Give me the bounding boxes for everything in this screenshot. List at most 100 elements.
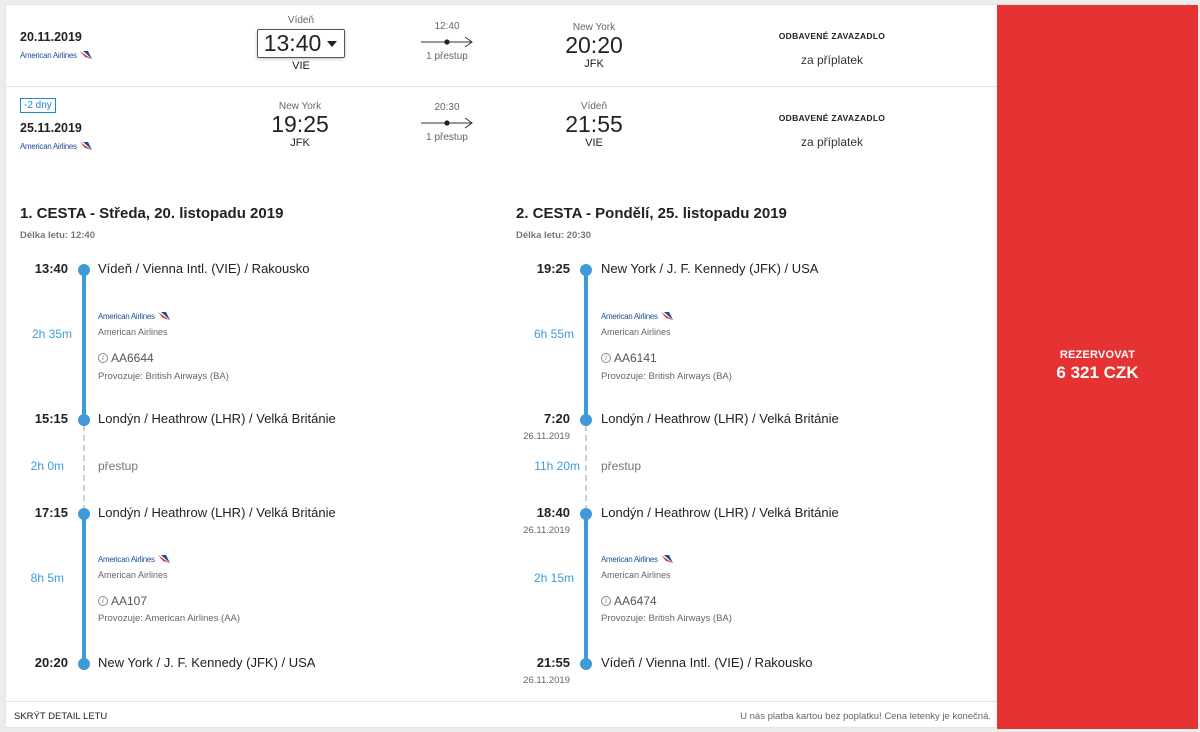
flight-number-text: AA107 (111, 594, 148, 608)
flight-details: 20.11.2019 American Airlines Vídeň 13:40… (6, 5, 997, 729)
timeline-dot (78, 264, 90, 276)
aa-flight-symbol-icon (660, 312, 673, 320)
stop-place: Londýn / Heathrow (LHR) / Velká Británie (98, 411, 336, 426)
outbound-arrival: New York 20:20 JFK (554, 22, 634, 70)
outbound-departure: Vídeň 13:40 VIE (256, 15, 346, 72)
airline-logo: American Airlines (20, 141, 93, 151)
book-price: 6 321 CZK (1056, 363, 1139, 382)
flight-number-text: AA6141 (614, 351, 657, 365)
timeline-line (82, 513, 86, 661)
arrival-city: Vídeň (580, 101, 608, 112)
inbound-departure: New York 19:25 JFK (260, 101, 340, 149)
arrival-code: JFK (584, 58, 604, 70)
outbound-baggage: ODBAVENÉ ZAVAZADLO za příplatek (762, 31, 902, 67)
airline-logo: American Airlines (98, 554, 171, 564)
flight-offer-card: 20.11.2019 American Airlines Vídeň 13:40… (5, 4, 1198, 729)
route-arrow-icon (421, 117, 473, 129)
inbound-arrival: Vídeň 21:55 VIE (554, 101, 634, 149)
day-difference-badge: -2 dny (20, 98, 56, 113)
baggage-title: ODBAVENÉ ZAVAZADLO (778, 31, 886, 41)
outbound-date: 20.11.2019 (20, 30, 82, 44)
aa-flight-symbol-icon (79, 51, 92, 59)
outbound-summary: 20.11.2019 American Airlines Vídeň 13:40… (6, 5, 997, 87)
aa-flight-symbol-icon (79, 142, 92, 150)
baggage-title: ODBAVENÉ ZAVAZADLO (778, 113, 886, 123)
timeline-dot (580, 508, 592, 520)
route-stops: 1 přestup (426, 51, 468, 62)
hide-flight-detail-link[interactable]: SKRÝT DETAIL LETU (14, 711, 108, 722)
transfer-label: přestup (98, 459, 139, 473)
airline-logo-text: American Airlines (20, 141, 77, 151)
transfer-label: přestup (601, 459, 642, 473)
stop-time: 18:40 (536, 505, 570, 520)
inbound-summary: -2 dny 25.11.2019 American Airlines New … (6, 87, 997, 169)
arrival-time: 21:55 (565, 111, 623, 137)
leg-carrier: American Airlines (601, 327, 671, 337)
route-duration: 12:40 (434, 21, 460, 32)
stop-place: Vídeň / Vienna Intl. (VIE) / Rakousko (98, 261, 310, 276)
route-duration: 20:30 (434, 102, 460, 113)
flight-number-text: AA6474 (614, 594, 657, 608)
departure-time: 13:40 (263, 30, 322, 56)
info-icon: i (601, 353, 611, 363)
stop-time: 13:40 (34, 261, 68, 276)
inbound-route: 20:30 1 přestup (412, 102, 482, 143)
book-button[interactable]: REZERVOVAT 6 321 CZK (997, 5, 1198, 729)
book-button-label: REZERVOVAT (1059, 349, 1136, 361)
aa-flight-symbol-icon (660, 555, 673, 563)
leg-flight-number[interactable]: i AA107 (98, 594, 147, 608)
journey-title: 1. CESTA - Středa, 20. listopadu 2019 (20, 205, 284, 222)
inbound-baggage: ODBAVENÉ ZAVAZADLO za příplatek (762, 113, 902, 149)
stop-time: 15:15 (34, 411, 68, 426)
stop-place: New York / J. F. Kennedy (JFK) / USA (601, 261, 819, 276)
timeline-dot (78, 508, 90, 520)
transfer-duration: 11h 20m (534, 459, 580, 473)
airline-logo: American Airlines (601, 311, 674, 321)
aa-flight-symbol-icon (157, 555, 170, 563)
timeline-line (584, 513, 588, 661)
stop-place: Londýn / Heathrow (LHR) / Velká Británie (601, 505, 839, 520)
stop-place: Londýn / Heathrow (LHR) / Velká Británie (601, 411, 839, 426)
leg-duration: 6h 55m (533, 327, 574, 341)
leg-flight-number[interactable]: i AA6141 (601, 351, 657, 365)
chevron-down-icon (327, 40, 338, 47)
baggage-value: za příplatek (800, 53, 864, 67)
inbound-date: 25.11.2019 (20, 121, 82, 135)
payment-note: U nás platba kartou bez poplatku! Cena l… (740, 711, 991, 722)
leg-operator: Provozuje: British Airways (BA) (98, 371, 229, 382)
leg-operator: Provozuje: American Airlines (AA) (98, 613, 241, 624)
stop-place: Londýn / Heathrow (LHR) / Velká Británie (98, 505, 336, 520)
timeline-dot (580, 658, 592, 670)
info-icon: i (601, 596, 611, 606)
stop-date: 26.11.2019 (523, 431, 570, 442)
stop-time: 17:15 (34, 505, 68, 520)
leg-carrier: American Airlines (601, 570, 671, 580)
baggage-value: za příplatek (800, 135, 864, 149)
aa-flight-symbol-icon (157, 312, 170, 320)
leg-operator: Provozuje: British Airways (BA) (601, 613, 732, 624)
route-arrow-icon (421, 36, 473, 48)
flight-number-text: AA6644 (111, 351, 154, 365)
leg-flight-number[interactable]: i AA6644 (98, 351, 154, 365)
timeline-line (584, 271, 588, 419)
transfer-duration: 2h 0m (30, 459, 64, 473)
arrival-code: VIE (585, 137, 603, 149)
stop-time: 20:20 (34, 655, 68, 670)
leg-duration: 8h 5m (30, 571, 64, 585)
airline-logo: American Airlines (601, 554, 674, 564)
timeline-dot (78, 414, 90, 426)
info-icon: i (98, 596, 108, 606)
arrival-city: New York (572, 22, 616, 33)
stop-time: 21:55 (536, 655, 570, 670)
outbound-route: 12:40 1 přestup (412, 21, 482, 62)
stop-place: Vídeň / Vienna Intl. (VIE) / Rakousko (601, 655, 813, 670)
stop-time: 19:25 (536, 261, 570, 276)
transfer-dashed-line (585, 425, 587, 511)
leg-flight-number[interactable]: i AA6474 (601, 594, 657, 608)
leg-carrier: American Airlines (98, 327, 168, 337)
transfer-dashed-line (83, 425, 85, 511)
airline-logo: American Airlines (20, 50, 93, 60)
leg-duration: 2h 35m (31, 327, 72, 341)
departure-time-select[interactable]: 13:40 (256, 29, 346, 58)
leg-carrier: American Airlines (98, 570, 168, 580)
